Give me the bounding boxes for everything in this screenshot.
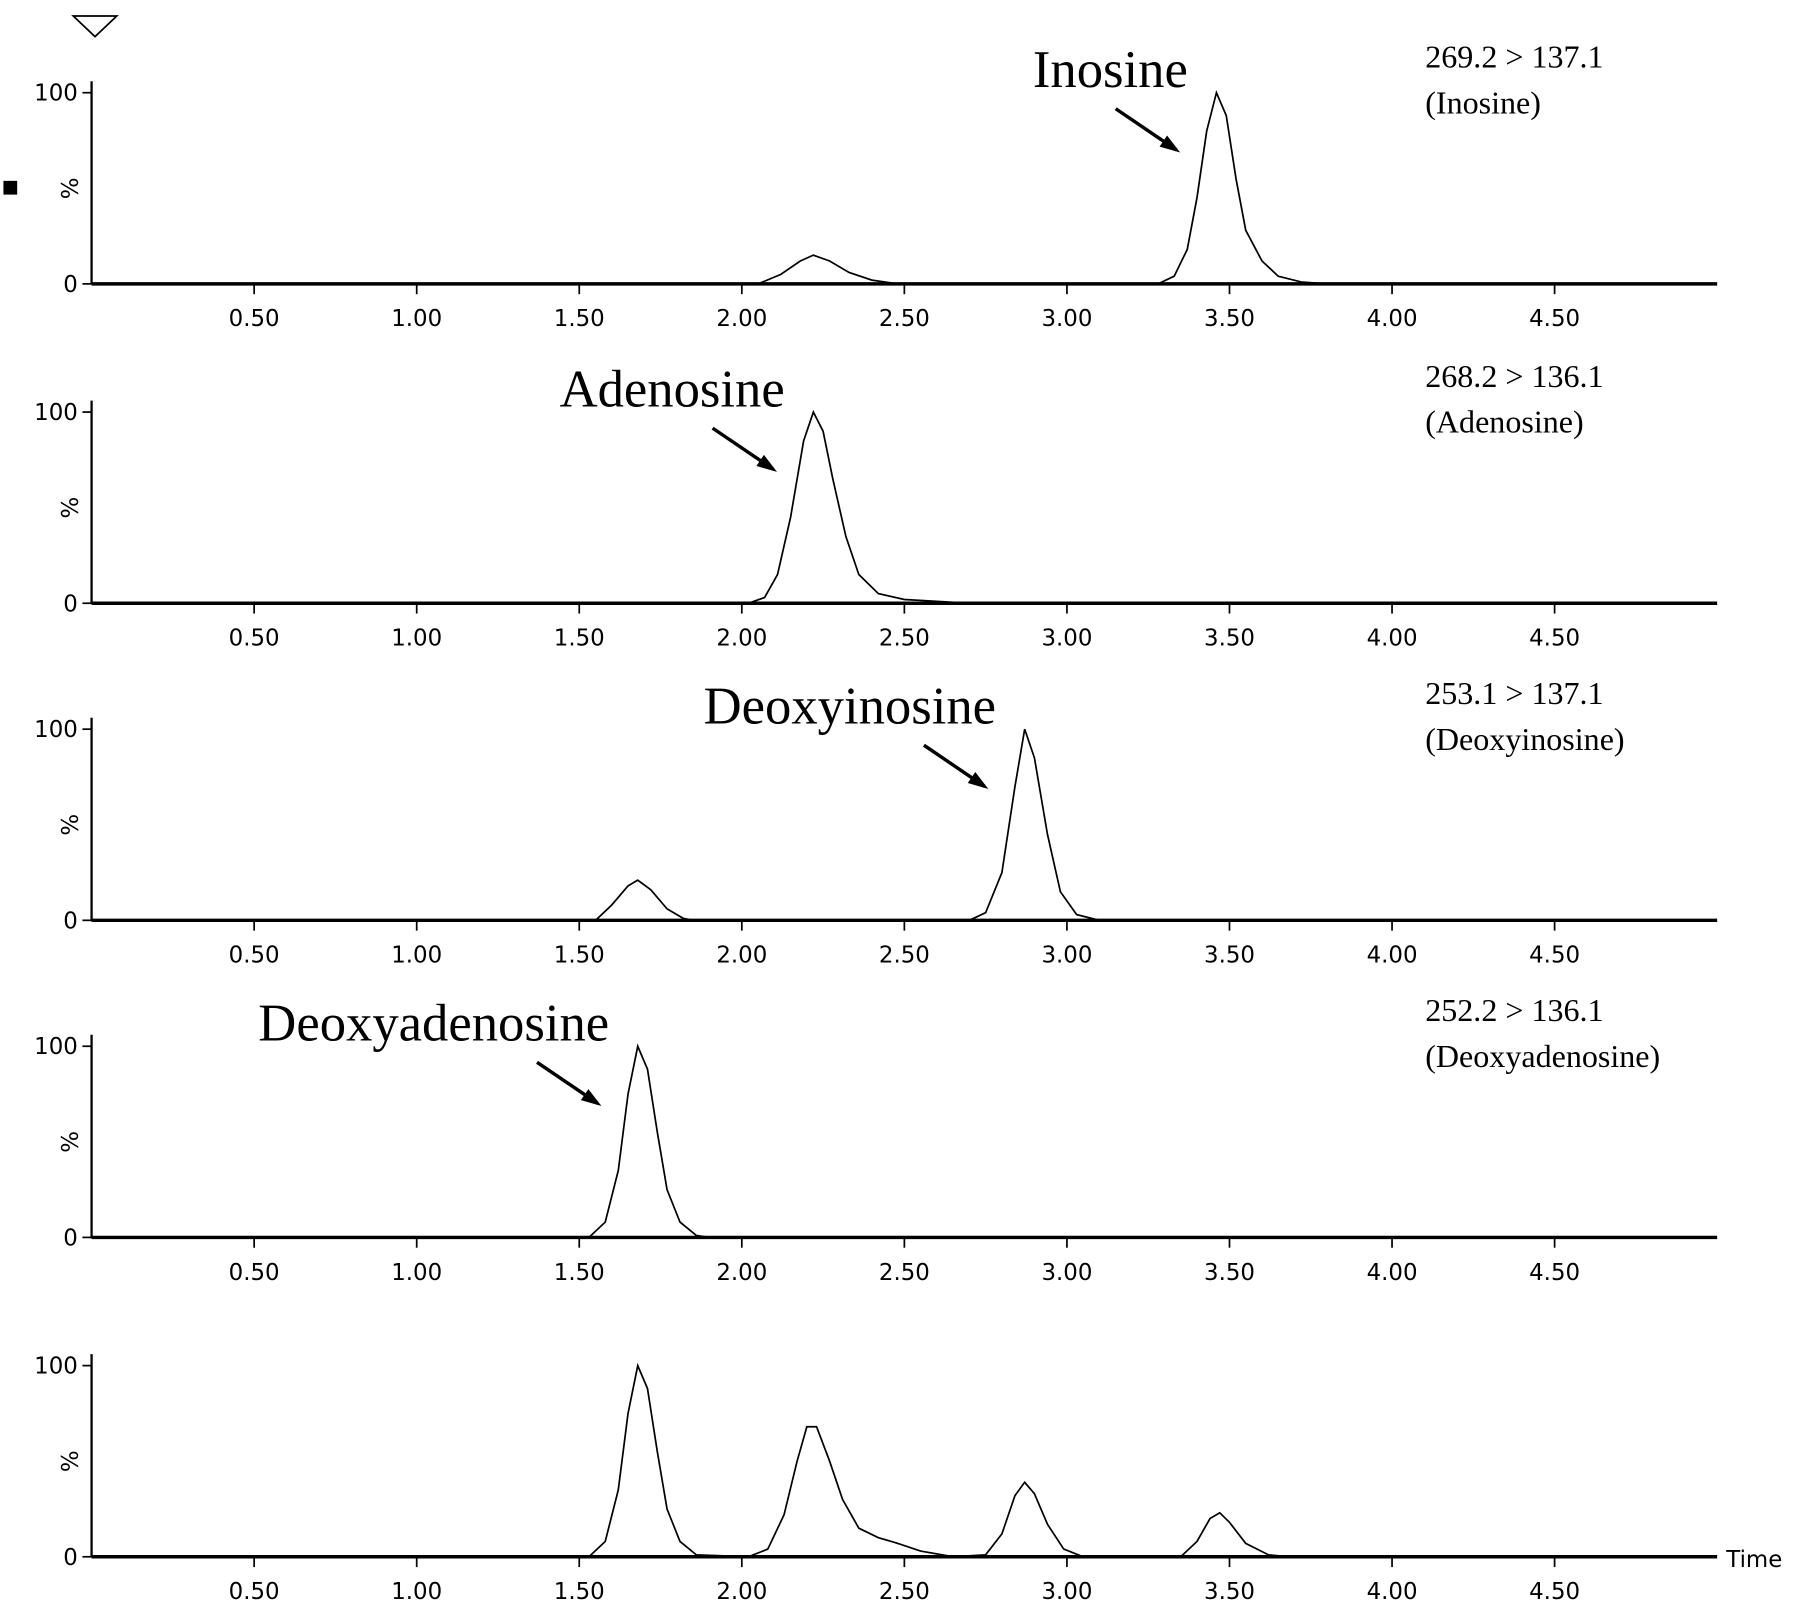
x-tick-label: 1.00 (391, 943, 442, 969)
trace (91, 728, 1711, 922)
x-tick-label: 3.00 (1041, 626, 1092, 652)
x-tick-label: 2.50 (879, 943, 930, 969)
x-tick-label: 3.50 (1204, 626, 1255, 652)
x-tick-label: 2.00 (716, 1260, 767, 1286)
peak-label: Adenosine (560, 360, 785, 418)
y-axis-label: % (58, 1131, 84, 1153)
x-tick-label: 2.00 (716, 306, 767, 332)
x-tick-label: 4.50 (1529, 1579, 1580, 1605)
x-tick-label: 1.00 (391, 1579, 442, 1605)
x-tick-label: 4.50 (1529, 943, 1580, 969)
x-tick-label: 1.50 (554, 1579, 605, 1605)
y-tick-label: 0 (63, 908, 78, 934)
transition: 268.2 > 136.1 (1425, 358, 1603, 394)
x-tick-label: 3.00 (1041, 1579, 1092, 1605)
y-axis-label: % (58, 177, 84, 199)
x-tick-label: 3.00 (1041, 1260, 1092, 1286)
x-tick-label: 2.00 (716, 626, 767, 652)
x-tick-label: 1.00 (391, 306, 442, 332)
y-tick-label: 100 (34, 1354, 78, 1380)
arrow-head (1159, 135, 1181, 153)
x-tick-label: 4.00 (1367, 1579, 1418, 1605)
x-tick-label: 0.50 (229, 943, 280, 969)
y-tick-label: 0 (63, 591, 78, 617)
x-tick-label: 2.50 (879, 626, 930, 652)
x-tick-label: 3.50 (1204, 1260, 1255, 1286)
trace (91, 1043, 1711, 1239)
marker-square (3, 180, 18, 195)
x-tick-label: 0.50 (229, 1260, 280, 1286)
y-tick-label: 0 (63, 1225, 78, 1251)
y-tick-label: 100 (34, 717, 78, 743)
compound: (Deoxyadenosine) (1425, 1038, 1660, 1074)
transition: 253.1 > 137.1 (1425, 675, 1603, 711)
compound: (Deoxyinosine) (1425, 721, 1624, 757)
x-tick-label: 1.50 (554, 626, 605, 652)
x-tick-label: 4.50 (1529, 1260, 1580, 1286)
x-tick-label: 2.00 (716, 943, 767, 969)
arrow-head (967, 771, 989, 789)
x-tick-label: 3.00 (1041, 943, 1092, 969)
compound: (Inosine) (1425, 84, 1541, 120)
x-tick-label: 0.50 (229, 1579, 280, 1605)
y-axis-label: % (58, 1450, 84, 1472)
compound: (Adenosine) (1425, 404, 1583, 440)
x-tick-label: 0.50 (229, 626, 280, 652)
x-tick-label: 4.00 (1367, 306, 1418, 332)
trace (91, 1362, 1711, 1558)
arrow-head (580, 1089, 602, 1107)
x-axis-label: Time (1725, 1547, 1782, 1573)
peak-label: Deoxyinosine (704, 677, 996, 735)
x-tick-label: 4.00 (1367, 1260, 1418, 1286)
x-tick-label: 2.00 (716, 1579, 767, 1605)
peak-label: Inosine (1033, 41, 1188, 99)
y-tick-label: 0 (63, 272, 78, 298)
y-tick-label: 100 (34, 81, 78, 107)
arrow-head (756, 454, 778, 472)
peak-label: Deoxyadenosine (258, 995, 609, 1053)
y-tick-label: 100 (34, 400, 78, 426)
transition: 252.2 > 136.1 (1425, 992, 1603, 1028)
y-tick-label: 100 (34, 1034, 78, 1060)
x-tick-label: 4.00 (1367, 943, 1418, 969)
x-tick-label: 3.50 (1204, 943, 1255, 969)
trace (91, 409, 1711, 605)
x-tick-label: 1.00 (391, 1260, 442, 1286)
x-tick-label: 3.50 (1204, 306, 1255, 332)
x-tick-label: 2.50 (879, 1260, 930, 1286)
y-axis-label: % (58, 814, 84, 836)
x-tick-label: 1.50 (554, 943, 605, 969)
trace (91, 90, 1711, 285)
x-tick-label: 2.50 (879, 1579, 930, 1605)
y-axis-label: % (58, 497, 84, 519)
x-tick-label: 0.50 (229, 306, 280, 332)
marker-triangle (71, 15, 119, 38)
transition: 269.2 > 137.1 (1425, 39, 1603, 75)
x-tick-label: 3.50 (1204, 1579, 1255, 1605)
x-tick-label: 1.50 (554, 306, 605, 332)
x-tick-label: 4.50 (1529, 306, 1580, 332)
x-tick-label: 2.50 (879, 306, 930, 332)
x-tick-label: 3.00 (1041, 306, 1092, 332)
x-tick-label: 1.50 (554, 1260, 605, 1286)
x-tick-label: 1.00 (391, 626, 442, 652)
y-tick-label: 0 (63, 1545, 78, 1571)
x-tick-label: 4.00 (1367, 626, 1418, 652)
x-tick-label: 4.50 (1529, 626, 1580, 652)
